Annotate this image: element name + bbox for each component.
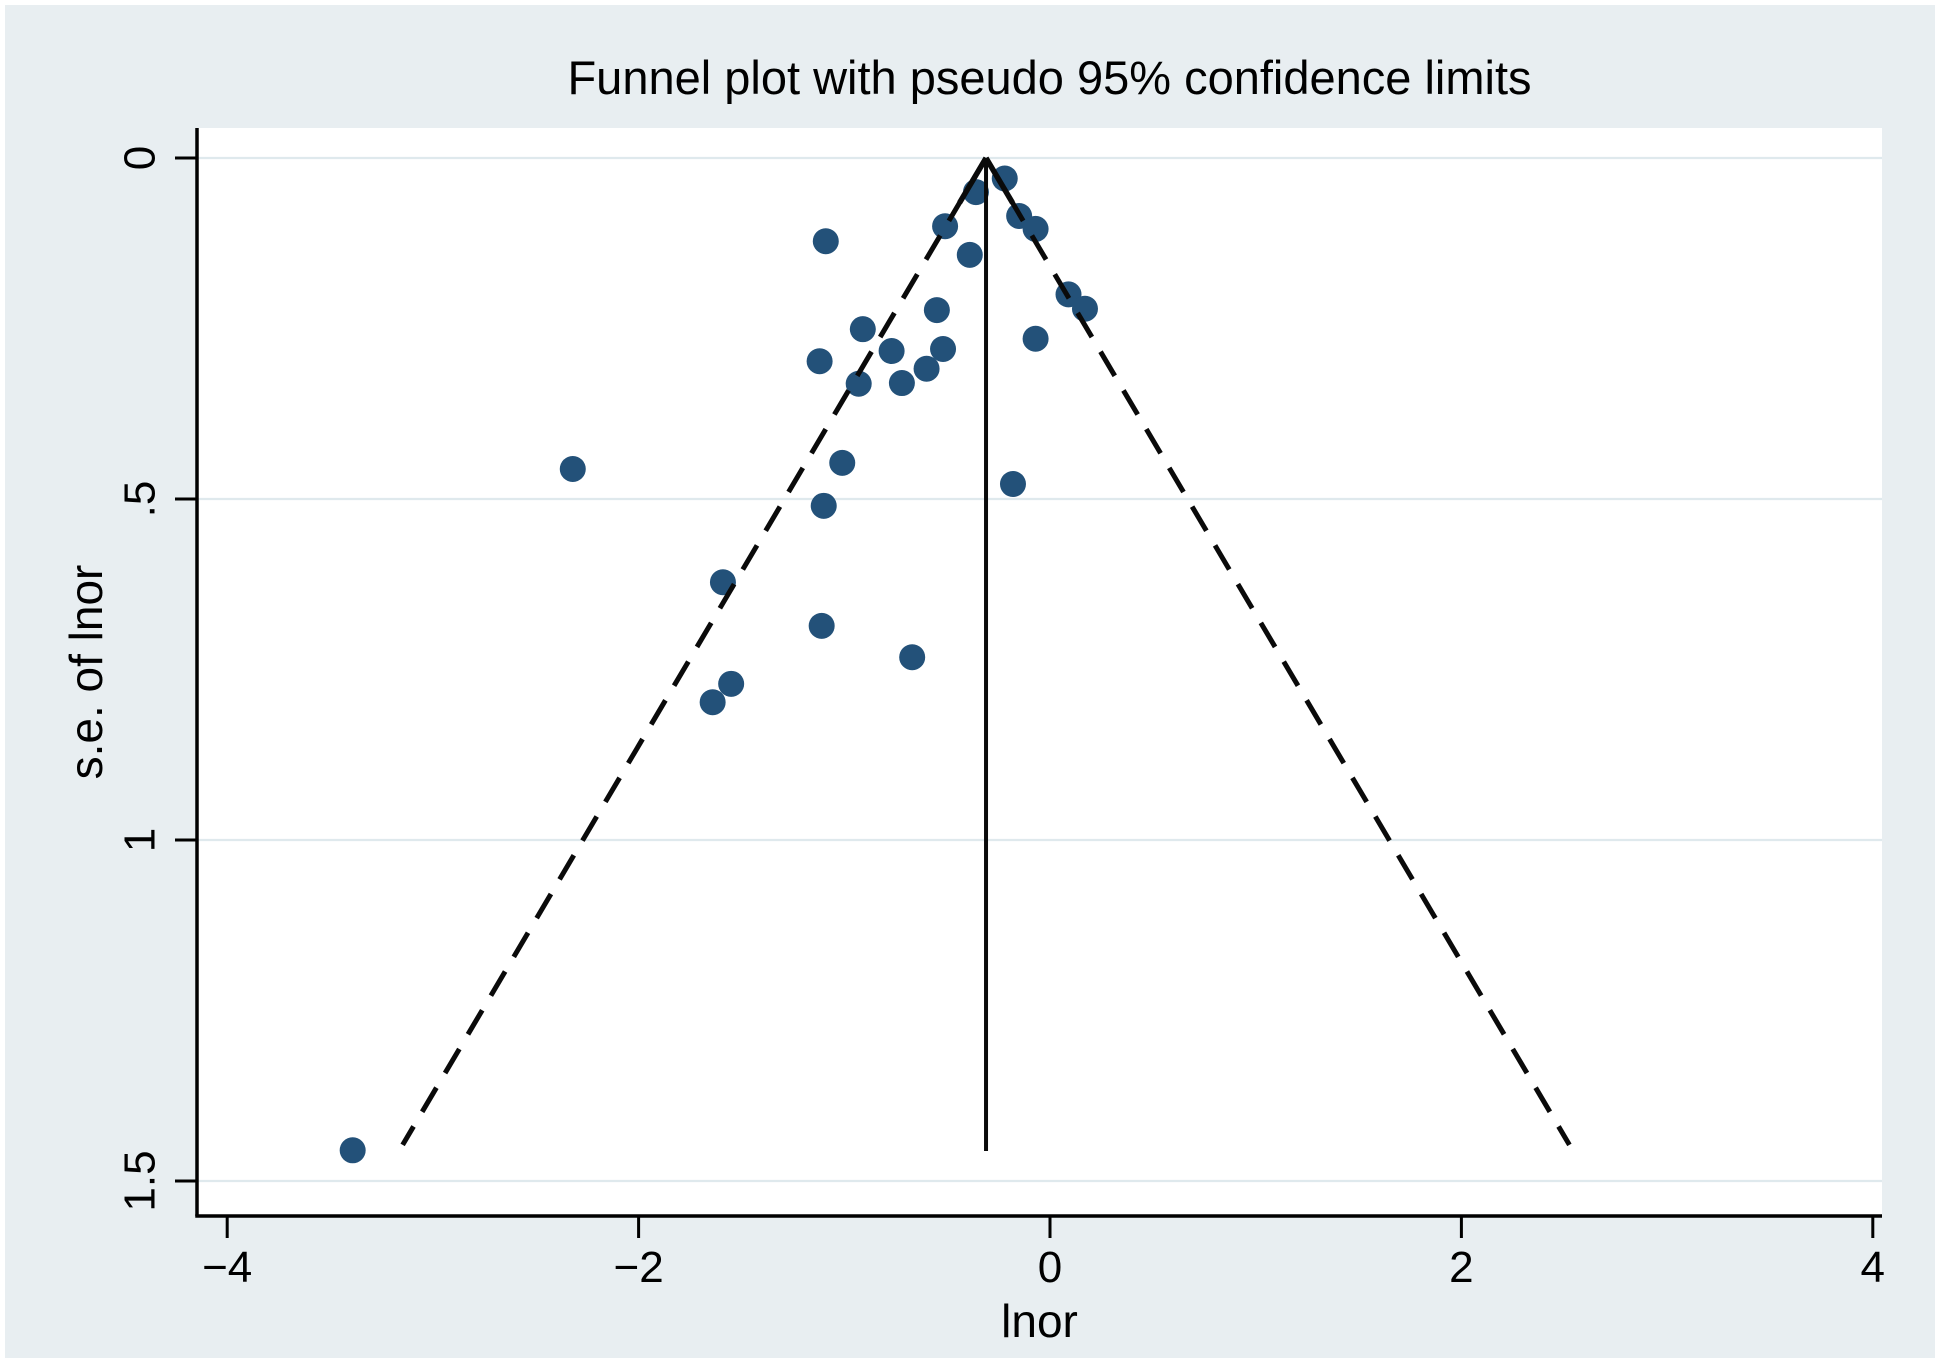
apex-arrowhead — [957, 156, 989, 205]
scatter-point — [899, 644, 926, 671]
x-tick-label: 4 — [1861, 1243, 1885, 1292]
scatter-point — [559, 455, 586, 482]
scatter-point — [923, 297, 950, 324]
scatter-point — [718, 670, 745, 697]
scatter-point — [999, 470, 1026, 497]
scatter-point — [806, 348, 833, 375]
scatter-point — [913, 355, 940, 382]
y-tick-label: 1 — [116, 828, 165, 852]
x-tick-label: −4 — [202, 1243, 252, 1292]
scatter-point — [849, 316, 876, 343]
scatter-point — [991, 165, 1018, 192]
chart-title: Funnel plot with pseudo 95% confidence l… — [567, 51, 1532, 104]
scatter-point — [888, 370, 915, 397]
apex-arrowhead — [983, 156, 1015, 205]
scatter-point — [930, 335, 957, 362]
x-axis-title: lnor — [1001, 1295, 1078, 1347]
scatter-point — [1022, 325, 1049, 352]
scatter-point — [878, 338, 905, 365]
x-tick-label: −2 — [614, 1243, 664, 1292]
scatter-point — [699, 689, 726, 716]
scatter-point — [1071, 295, 1098, 322]
scatter-point — [808, 612, 835, 639]
x-tick-label: 0 — [1038, 1243, 1062, 1292]
y-tick-label: 0 — [116, 146, 165, 170]
x-tick-label: 2 — [1449, 1243, 1473, 1292]
scatter-point — [845, 370, 872, 397]
scatter-point — [812, 228, 839, 255]
scatter-point — [829, 449, 856, 476]
y-tick-label: .5 — [116, 481, 165, 518]
scatter-point — [339, 1137, 366, 1164]
y-tick-label: 1.5 — [116, 1150, 165, 1211]
scatter-point — [1022, 215, 1049, 242]
scatter-point — [956, 241, 983, 268]
funnel-left-dashed-line — [400, 156, 989, 1147]
funnel-right-dashed-line — [983, 156, 1572, 1147]
plot-background — [197, 128, 1882, 1216]
scatter-point — [810, 492, 837, 519]
scatter-point — [932, 213, 959, 240]
